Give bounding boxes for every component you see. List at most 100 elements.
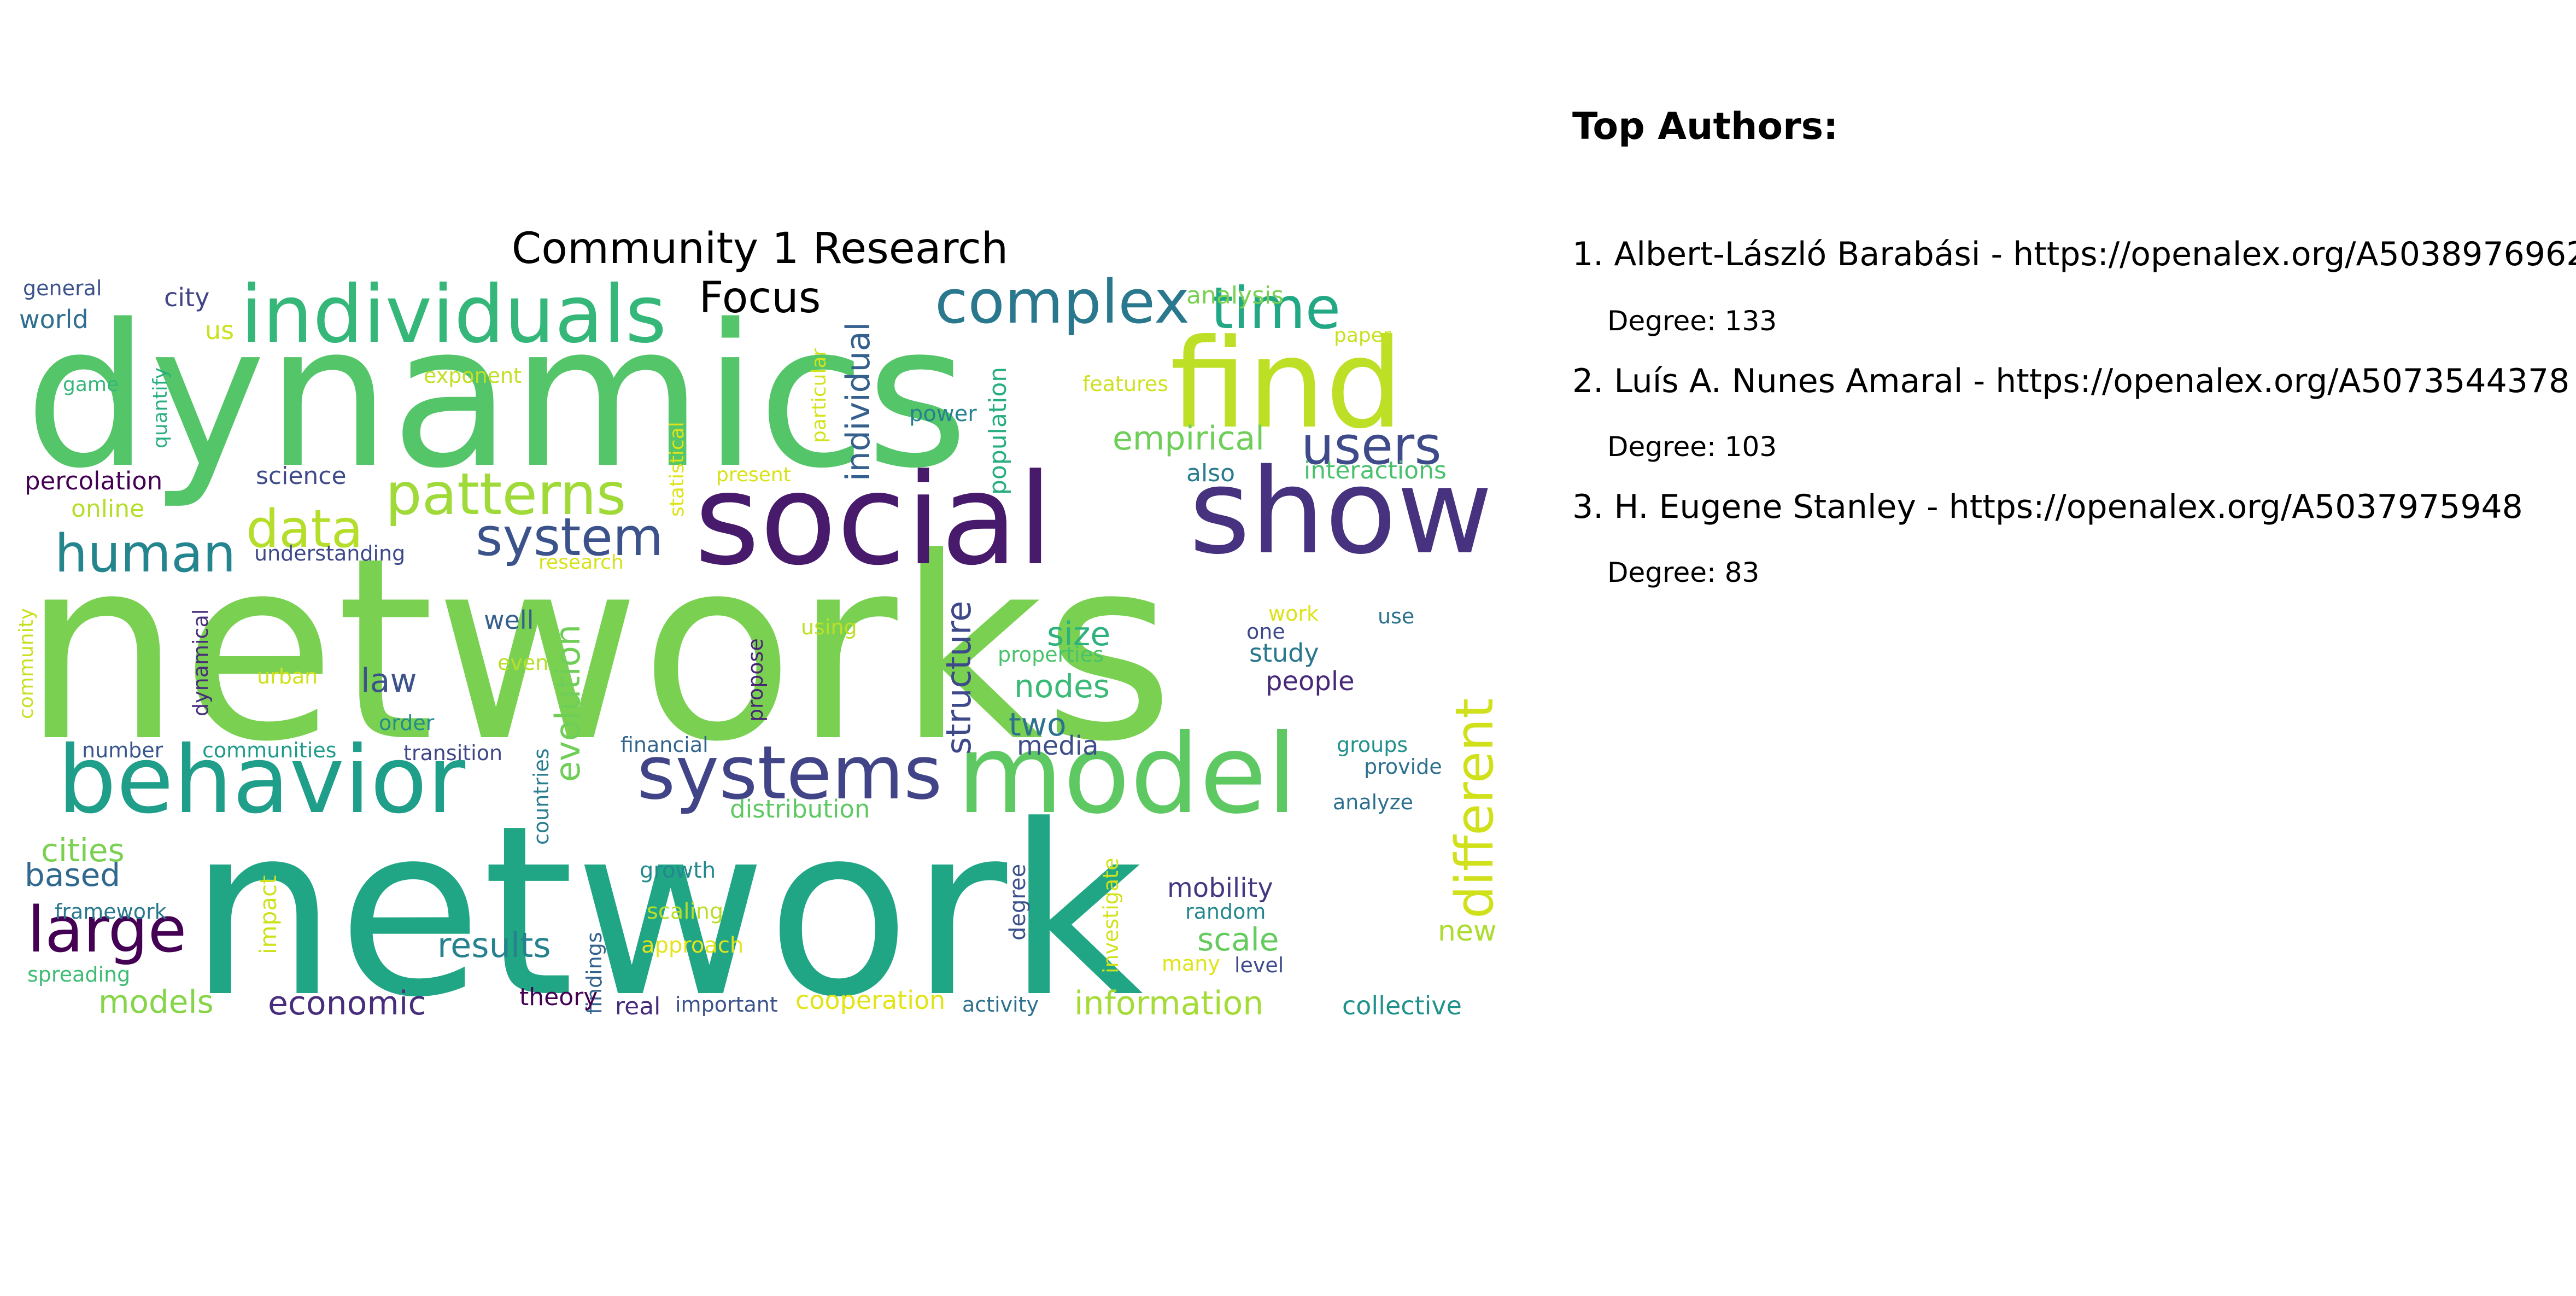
word-model: model	[957, 711, 1297, 838]
word-number: number	[82, 738, 163, 762]
word-size: size	[1047, 615, 1110, 653]
word-order: order	[379, 711, 435, 735]
word-scale: scale	[1197, 921, 1279, 958]
word-economic: economic	[268, 984, 426, 1023]
word-show: show	[1189, 443, 1493, 580]
word-impact: impact	[255, 875, 282, 954]
word-people: people	[1266, 666, 1355, 697]
word-important: important	[675, 993, 778, 1017]
word-nodes: nodes	[1014, 668, 1110, 705]
word-findings: findings	[582, 932, 606, 1014]
word-patterns: patterns	[385, 461, 627, 528]
word-distribution: distribution	[730, 795, 870, 824]
word-mobility: mobility	[1167, 873, 1273, 903]
word-research: research	[538, 551, 624, 574]
word-game: game	[63, 373, 119, 396]
word-exponent: exponent	[424, 364, 522, 388]
word-work: work	[1268, 602, 1319, 626]
author-degree-1: Degree: 133	[1607, 305, 1777, 337]
word-information: information	[1074, 984, 1263, 1023]
word-propose: propose	[743, 638, 768, 722]
word-empirical: empirical	[1113, 419, 1264, 458]
word-groups: groups	[1337, 733, 1408, 757]
word-provide: provide	[1364, 755, 1442, 779]
author-entry-1: 1. Albert-László Barabási - https://open…	[1572, 235, 2576, 273]
word-find: find	[1170, 313, 1403, 456]
word-dynamics: dynamics	[25, 282, 969, 511]
word-using: using	[801, 615, 857, 639]
word-system: system	[476, 507, 663, 568]
word-communities: communities	[202, 738, 337, 762]
word-features: features	[1082, 372, 1168, 396]
word-different: different	[1445, 698, 1505, 919]
word-evolution: evolution	[548, 624, 588, 782]
word-media: media	[1017, 731, 1099, 761]
word-models: models	[98, 983, 214, 1020]
word-present: present	[716, 464, 791, 486]
word-two: two	[1009, 706, 1067, 743]
word-growth: growth	[640, 858, 716, 883]
word-quantify: quantify	[149, 367, 172, 448]
word-countries: countries	[529, 748, 553, 845]
wordcloud-title: Community 1 Research Focus	[511, 224, 1009, 323]
word-individual: individual	[839, 322, 877, 481]
word-urban: urban	[257, 664, 318, 688]
word-well: well	[484, 605, 534, 635]
word-scaling: scaling	[647, 899, 723, 924]
word-law: law	[361, 662, 417, 700]
word-population: population	[984, 367, 1012, 495]
word-dynamical: dynamical	[189, 609, 213, 716]
word-power: power	[909, 401, 977, 427]
word-random: random	[1185, 900, 1266, 924]
word-us: us	[205, 316, 234, 345]
word-particular: particular	[808, 348, 830, 443]
author-degree-2: Degree: 103	[1607, 431, 1777, 463]
word-complex: complex	[935, 267, 1190, 337]
word-investigate: investigate	[1099, 858, 1123, 973]
word-theory: theory	[519, 983, 598, 1011]
word-network: network	[189, 775, 1143, 1049]
word-spreading: spreading	[27, 962, 130, 986]
word-also: also	[1186, 459, 1235, 487]
word-human: human	[55, 524, 236, 584]
author-entry-3: 3. H. Eugene Stanley - https://openalex.…	[1572, 488, 2523, 526]
author-entry-2: 2. Luís A. Nunes Amaral - https://openal…	[1572, 362, 2570, 400]
top-authors-heading: Top Authors:	[1572, 105, 1839, 148]
word-systems: systems	[637, 730, 942, 816]
word-percolation: percolation	[25, 466, 162, 495]
word-paper: paper	[1334, 324, 1391, 347]
word-financial: financial	[620, 733, 709, 757]
word-results: results	[437, 925, 551, 965]
word-structure: structure	[939, 601, 979, 755]
word-transition: transition	[403, 741, 502, 765]
word-world: world	[19, 305, 89, 334]
word-time: time	[1211, 275, 1340, 342]
word-cities: cities	[41, 832, 125, 869]
word-approach: approach	[641, 933, 743, 958]
word-analysis: analysis	[1186, 282, 1284, 310]
word-level: level	[1234, 953, 1284, 977]
word-analyze: analyze	[1333, 790, 1413, 814]
word-city: city	[164, 283, 209, 312]
word-behavior: behavior	[57, 726, 465, 834]
word-interactions: interactions	[1304, 457, 1447, 484]
word-even: even	[497, 651, 548, 675]
word-framework: framework	[55, 900, 167, 924]
word-properties: properties	[998, 643, 1104, 667]
word-science: science	[256, 462, 347, 490]
word-individuals: individuals	[241, 268, 666, 361]
word-real: real	[615, 993, 660, 1020]
word-large: large	[27, 894, 186, 967]
word-based: based	[25, 856, 120, 894]
word-study: study	[1249, 638, 1319, 668]
author-degree-3: Degree: 83	[1607, 557, 1760, 588]
word-users: users	[1301, 416, 1442, 476]
word-one: one	[1246, 620, 1285, 644]
word-community: community	[15, 608, 38, 719]
word-many: many	[1162, 951, 1220, 976]
word-data: data	[246, 499, 363, 559]
word-cooperation: cooperation	[795, 985, 945, 1015]
word-understanding: understanding	[254, 541, 405, 565]
word-statistical: statistical	[666, 422, 688, 517]
